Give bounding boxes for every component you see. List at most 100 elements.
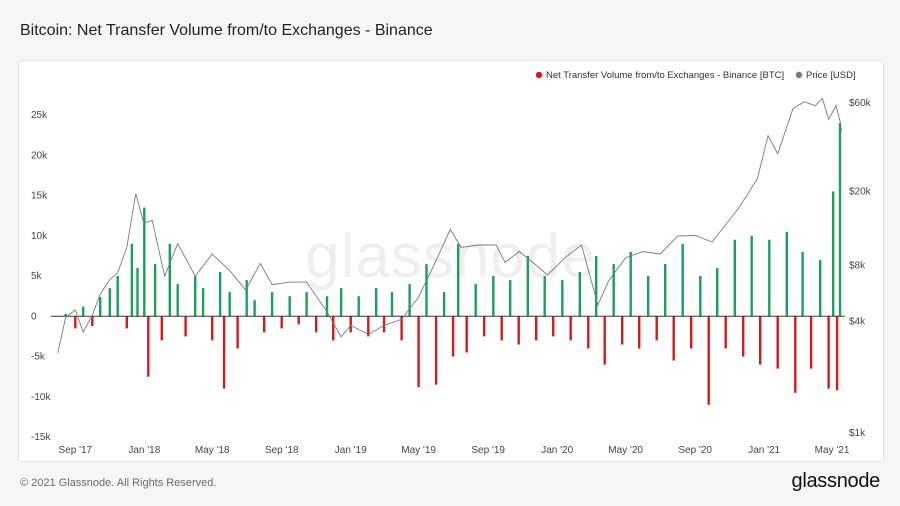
- x-tick-label: May '19: [401, 445, 436, 456]
- bar: [733, 239, 736, 317]
- bar: [716, 268, 719, 317]
- bar: [270, 292, 274, 317]
- legend-dot-net-transfer: [535, 71, 543, 79]
- x-tick-label: May '20: [608, 445, 643, 456]
- bar: [474, 284, 477, 317]
- bar: [91, 316, 94, 326]
- bar: [759, 316, 762, 365]
- bar: [168, 243, 171, 317]
- bar: [305, 292, 308, 317]
- bar: [827, 316, 830, 389]
- left-tick-label: 10k: [31, 231, 48, 242]
- legend[interactable]: Net Transfer Volume from/to Exchanges - …: [535, 70, 856, 81]
- right-tick-label: $1k: [849, 428, 866, 439]
- x-tick-label: Jan '20: [541, 445, 573, 456]
- left-tick-label: 20k: [31, 150, 48, 161]
- x-tick-label: Sep '18: [265, 445, 299, 456]
- watermark-logo: glassnode: [305, 222, 597, 291]
- left-tick-label: 25k: [31, 110, 48, 121]
- bar: [500, 316, 503, 341]
- bar: [509, 280, 512, 317]
- bar: [184, 316, 187, 337]
- bar: [201, 288, 205, 317]
- bar: [587, 316, 590, 349]
- bar: [194, 276, 197, 317]
- bar: [99, 297, 102, 317]
- bar: [569, 316, 572, 341]
- bar: [325, 296, 329, 317]
- bar: [211, 316, 214, 341]
- brand-logo[interactable]: glassnode: [791, 470, 881, 492]
- bar: [332, 316, 335, 341]
- legend-net-transfer[interactable]: Net Transfer Volume from/to Exchanges - …: [546, 70, 784, 81]
- bar: [136, 268, 139, 317]
- bar: [64, 313, 67, 317]
- bar: [552, 316, 555, 337]
- x-tick-label: Sep '19: [471, 445, 505, 456]
- bar: [218, 272, 222, 317]
- bar: [125, 316, 128, 329]
- bar: [483, 316, 486, 337]
- bar: [74, 316, 77, 329]
- bar: [578, 272, 581, 317]
- right-axis-ticks: $60k $20k $8k $4k $1k: [849, 98, 872, 439]
- bar: [222, 316, 226, 389]
- bar: [315, 316, 318, 333]
- bar: [629, 251, 632, 317]
- left-tick-label: 5k: [31, 271, 43, 282]
- bar: [517, 316, 520, 345]
- bar: [425, 264, 428, 317]
- chart-svg[interactable]: Net Transfer Volume from/to Exchanges - …: [19, 61, 883, 461]
- bar: [228, 292, 231, 317]
- bar: [535, 316, 538, 341]
- bar: [699, 276, 702, 317]
- bar: [819, 260, 822, 317]
- bar: [297, 316, 300, 325]
- bar: [160, 316, 163, 341]
- bar: [655, 316, 658, 341]
- bar: [451, 316, 455, 357]
- bar: [838, 123, 842, 317]
- bar: [153, 264, 157, 317]
- bar: [690, 316, 693, 349]
- bar: [349, 316, 352, 333]
- left-axis-ticks: 25k 20k 15k 10k 5k 0 -5k -10k -15k: [31, 110, 51, 443]
- bar: [561, 280, 564, 317]
- bar: [664, 264, 667, 317]
- x-tick-label: Jan '19: [335, 445, 367, 456]
- bar: [832, 191, 835, 317]
- bar: [245, 280, 248, 317]
- bar: [776, 316, 779, 369]
- bar-series: [64, 123, 842, 405]
- right-tick-label: $8k: [849, 260, 866, 271]
- bar: [408, 284, 411, 317]
- bar: [785, 231, 788, 317]
- x-tick-label: May '18: [195, 445, 230, 456]
- chart-panel: glassnode Net Transfer Volume from/to Ex…: [18, 60, 884, 462]
- right-tick-label: $20k: [849, 187, 872, 198]
- bar: [612, 264, 615, 317]
- bar: [367, 316, 370, 337]
- bar: [236, 316, 239, 349]
- bar: [457, 243, 460, 317]
- legend-dot-price: [795, 71, 803, 79]
- bar: [390, 292, 394, 317]
- copyright-footer: © 2021 Glassnode. All Rights Reserved.: [20, 477, 217, 489]
- bar: [724, 316, 727, 349]
- legend-price[interactable]: Price [USD]: [806, 70, 856, 81]
- bar: [638, 316, 641, 349]
- bar: [130, 243, 134, 317]
- bar: [672, 316, 675, 361]
- bar: [465, 316, 468, 353]
- x-tick-label: Jan '21: [748, 445, 780, 456]
- bar: [143, 207, 146, 317]
- bar: [108, 288, 111, 317]
- x-tick-label: May '21: [815, 445, 850, 456]
- x-axis-ticks: Sep '17 Jan '18 May '18 Sep '18 Jan '19 May '…: [59, 445, 850, 456]
- x-tick-label: Sep '20: [678, 445, 712, 456]
- bar: [434, 316, 438, 385]
- bar: [768, 239, 771, 317]
- bar: [176, 284, 179, 317]
- bar: [280, 316, 283, 329]
- bar: [801, 251, 804, 317]
